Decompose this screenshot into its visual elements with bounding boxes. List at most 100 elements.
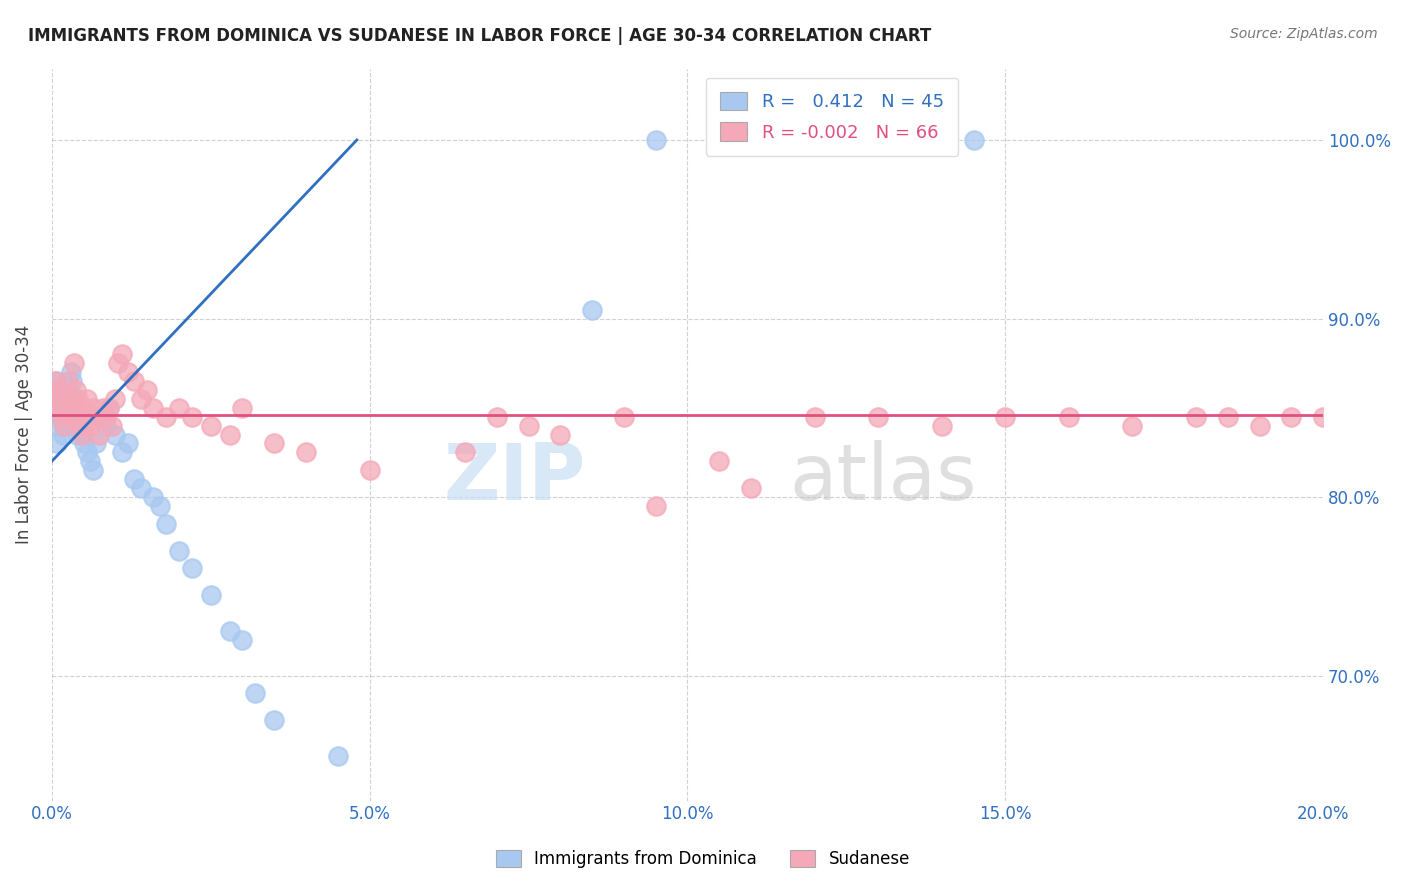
Point: [55, 392, 77, 406]
Point: [155, 516, 177, 531]
Point: [740, 481, 762, 495]
Point: [53, 418, 76, 433]
Point: [454, 445, 477, 459]
Point: [359, 463, 381, 477]
Point: [56, 374, 79, 388]
Point: [77, 409, 100, 424]
Y-axis label: In Labor Force | Age 30-34: In Labor Force | Age 30-34: [15, 325, 32, 544]
Point: [231, 632, 253, 647]
Point: [1279, 409, 1302, 424]
Point: [129, 392, 152, 406]
Point: [218, 427, 240, 442]
Point: [94, 409, 117, 424]
Point: [97, 401, 120, 415]
Text: IMMIGRANTS FROM DOMINICA VS SUDANESE IN LABOR FORCE | AGE 30-34 CORRELATION CHAR: IMMIGRANTS FROM DOMINICA VS SUDANESE IN …: [28, 27, 931, 45]
Point: [52, 427, 75, 442]
Point: [104, 392, 127, 406]
Text: atlas: atlas: [789, 441, 977, 516]
Point: [218, 624, 240, 638]
Point: [72, 401, 94, 415]
Point: [107, 356, 129, 370]
Point: [295, 445, 318, 459]
Point: [45, 374, 67, 388]
Point: [51, 409, 73, 424]
Point: [56, 401, 79, 415]
Point: [263, 436, 285, 450]
Point: [67, 392, 90, 406]
Point: [136, 383, 159, 397]
Point: [72, 436, 94, 450]
Point: [155, 409, 177, 424]
Point: [63, 392, 86, 406]
Point: [79, 454, 101, 468]
Point: [55, 401, 77, 415]
Point: [104, 427, 127, 442]
Point: [517, 418, 540, 433]
Point: [53, 418, 76, 433]
Point: [142, 490, 165, 504]
Point: [263, 713, 285, 727]
Point: [180, 561, 202, 575]
Point: [89, 427, 111, 442]
Point: [44, 392, 66, 406]
Legend: Immigrants from Dominica, Sudanese: Immigrants from Dominica, Sudanese: [489, 843, 917, 875]
Legend: R =   0.412   N = 45, R = -0.002   N = 66: R = 0.412 N = 45, R = -0.002 N = 66: [706, 78, 957, 156]
Point: [76, 445, 98, 459]
Text: Source: ZipAtlas.com: Source: ZipAtlas.com: [1230, 27, 1378, 41]
Point: [142, 401, 165, 415]
Point: [149, 499, 172, 513]
Point: [45, 392, 67, 406]
Point: [962, 133, 984, 147]
Point: [58, 401, 80, 415]
Point: [868, 409, 890, 424]
Point: [48, 401, 70, 415]
Point: [66, 401, 89, 415]
Point: [1185, 409, 1208, 424]
Point: [63, 356, 86, 370]
Text: ZIP: ZIP: [443, 441, 586, 516]
Point: [613, 409, 636, 424]
Point: [117, 365, 139, 379]
Point: [803, 409, 825, 424]
Point: [52, 392, 75, 406]
Point: [82, 463, 104, 477]
Point: [550, 427, 572, 442]
Point: [1249, 418, 1271, 433]
Point: [644, 499, 666, 513]
Point: [58, 409, 80, 424]
Point: [111, 445, 134, 459]
Point: [101, 418, 124, 433]
Point: [1057, 409, 1080, 424]
Point: [581, 302, 603, 317]
Point: [124, 374, 146, 388]
Point: [51, 409, 73, 424]
Point: [65, 383, 87, 397]
Point: [326, 749, 349, 764]
Point: [46, 383, 69, 397]
Point: [89, 409, 111, 424]
Point: [231, 401, 253, 415]
Point: [59, 365, 82, 379]
Point: [709, 454, 731, 468]
Point: [180, 409, 202, 424]
Point: [994, 409, 1017, 424]
Point: [60, 392, 83, 406]
Point: [82, 401, 104, 415]
Point: [84, 436, 107, 450]
Point: [46, 418, 69, 433]
Point: [111, 347, 134, 361]
Point: [73, 418, 96, 433]
Point: [84, 409, 107, 424]
Point: [129, 481, 152, 495]
Point: [91, 401, 114, 415]
Point: [45, 436, 67, 450]
Point: [931, 418, 953, 433]
Point: [66, 427, 89, 442]
Point: [117, 436, 139, 450]
Point: [1216, 409, 1239, 424]
Point: [644, 133, 666, 147]
Point: [200, 588, 222, 602]
Point: [60, 374, 83, 388]
Point: [124, 472, 146, 486]
Point: [97, 401, 120, 415]
